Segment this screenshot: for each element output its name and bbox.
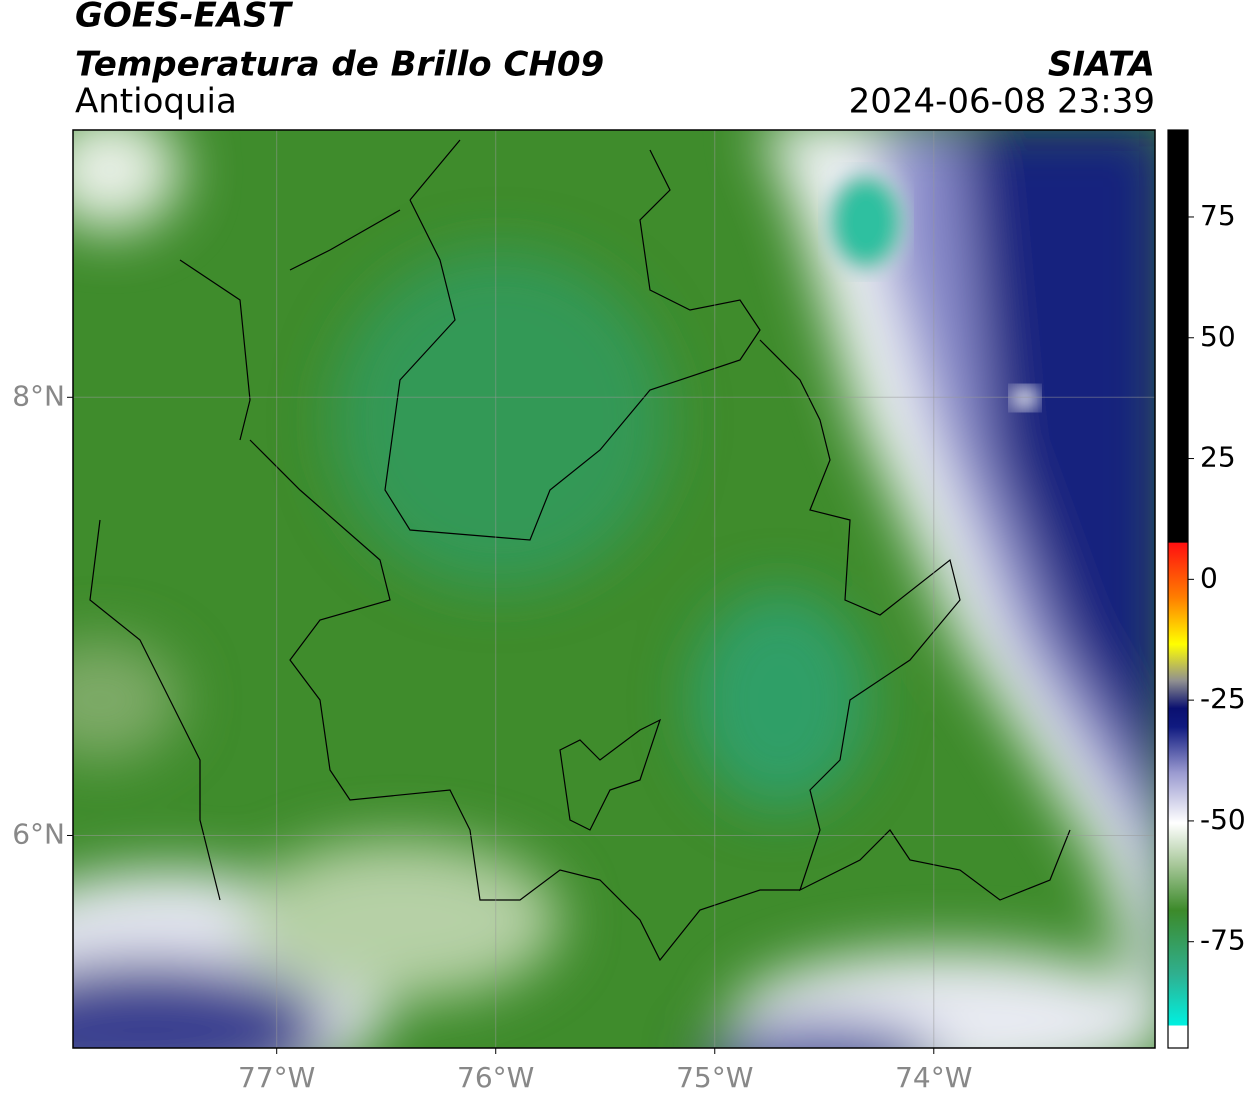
- colorbar-tick-label: 25: [1200, 441, 1236, 474]
- colorbar-tick-label: 75: [1200, 199, 1236, 232]
- colorbar: [1167, 129, 1189, 1049]
- x-tick-label: 76°W: [457, 1061, 534, 1094]
- colorbar-tick-label: -75: [1200, 924, 1246, 957]
- source: SIATA: [1048, 45, 1155, 85]
- datetime: 2024-06-08 23:39: [849, 82, 1155, 122]
- x-tick-label: 75°W: [676, 1061, 753, 1094]
- boundaries: [89, 139, 1071, 962]
- y-tick-label: 8°N: [12, 379, 65, 412]
- colorbar-tick-label: 0: [1200, 561, 1218, 594]
- title: GOES-EAST: [75, 0, 294, 36]
- colorbar-tick-label: 50: [1200, 320, 1236, 353]
- x-tick-label: 74°W: [895, 1061, 972, 1094]
- x-tick-label: 77°W: [238, 1061, 315, 1094]
- colorbar-tick-label: -25: [1200, 682, 1246, 715]
- colorbar-tick-label: -50: [1200, 803, 1246, 836]
- satellite-image: [73, 130, 1155, 1048]
- subtitle: Temperatura de Brillo CH09: [75, 45, 604, 85]
- region: Antioquia: [75, 82, 237, 122]
- y-tick-label: 6°N: [12, 817, 65, 850]
- map-frame: [72, 129, 1156, 1049]
